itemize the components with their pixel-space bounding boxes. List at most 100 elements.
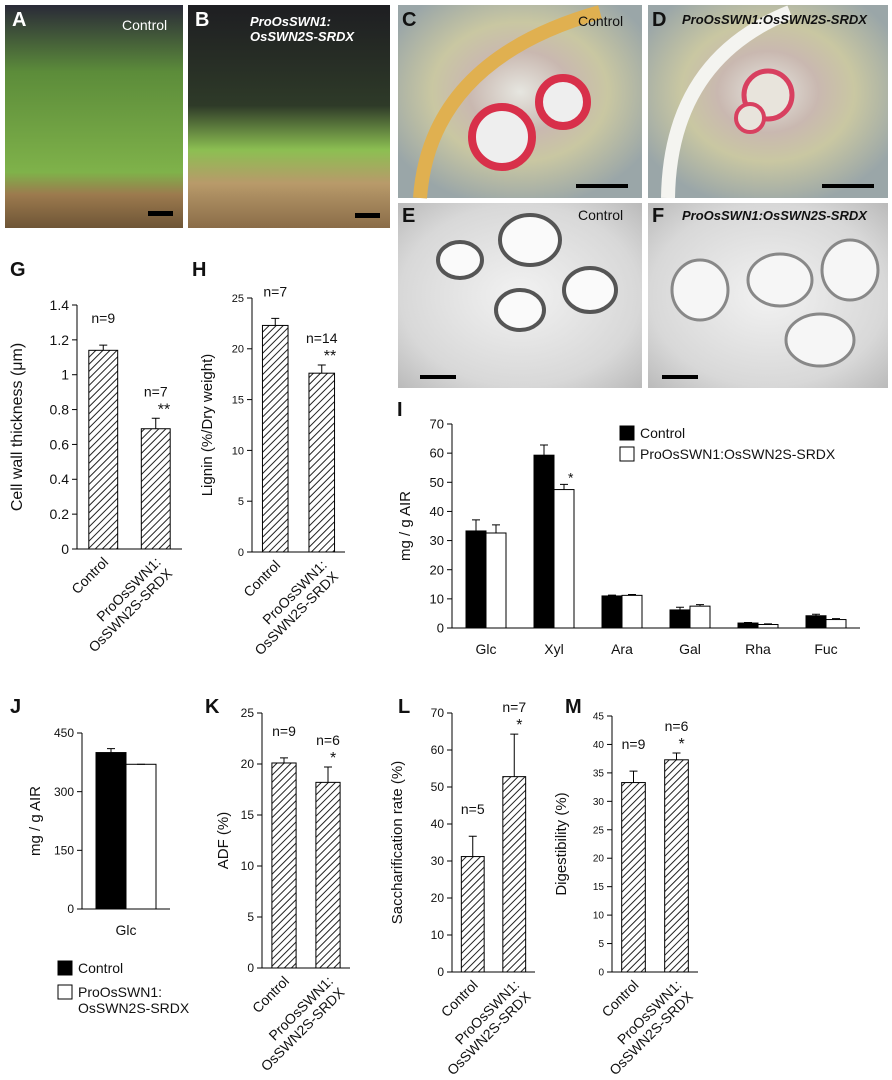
y-tick-label: 0 xyxy=(437,621,444,636)
error-bar xyxy=(317,364,326,374)
y-tick-label: 0 xyxy=(437,965,444,979)
significance-label: * xyxy=(679,736,685,753)
x-tick-label: Ara xyxy=(611,641,633,657)
error-bar xyxy=(324,766,332,783)
bar xyxy=(689,605,711,629)
error-bar xyxy=(832,618,840,620)
bar xyxy=(757,624,779,629)
y-tick-label: 150 xyxy=(54,844,74,858)
y-tick-label: 40 xyxy=(431,817,445,831)
error-bar xyxy=(629,770,638,783)
error-bar xyxy=(280,757,288,763)
y-axis-label: ADF (%) xyxy=(215,812,232,870)
bar xyxy=(825,619,847,629)
y-tick-label: 15 xyxy=(593,882,605,893)
error-bar xyxy=(764,623,772,625)
significance-label: * xyxy=(568,469,574,485)
y-tick-label: 10 xyxy=(232,445,244,457)
bar xyxy=(460,856,485,973)
x-tick-group: Control xyxy=(240,557,283,600)
chart-panel: L Saccharification rate (%) 0 10 20 30 40 50 60 7… xyxy=(389,696,535,1078)
n-label: n=14 xyxy=(306,330,338,346)
y-tick-label: 300 xyxy=(54,785,74,799)
panel-letter: D xyxy=(652,9,666,31)
significance-label: * xyxy=(330,750,336,767)
n-label: n=9 xyxy=(272,723,296,739)
x-tick-group: ProOsSWN1:OsSWN2S-SRDX xyxy=(432,976,534,1078)
bar xyxy=(95,752,127,910)
x-tick-label: Glc xyxy=(116,922,137,938)
y-tick-label: 25 xyxy=(241,706,255,720)
error-bar xyxy=(608,594,616,596)
bar xyxy=(140,428,171,550)
y-tick-label: 30 xyxy=(430,533,444,548)
error-bar xyxy=(271,317,280,326)
x-tick-label: Gal xyxy=(679,641,701,657)
photo-panel-e: E Control xyxy=(398,203,642,388)
photo-caption: Control xyxy=(122,17,167,33)
y-tick-label: 0 xyxy=(247,961,254,975)
x-tick-group: ProOsSWN1:OsSWN2S-SRDX xyxy=(258,973,348,1074)
error-bar xyxy=(676,606,684,610)
panel-letter: B xyxy=(195,9,209,31)
error-bar xyxy=(672,752,681,760)
bar xyxy=(621,782,646,973)
y-axis-label: mg / g AIR xyxy=(397,491,414,561)
n-label: n=7 xyxy=(144,383,168,399)
y-tick-label: 5 xyxy=(247,910,254,924)
y-tick-label: 70 xyxy=(431,706,445,720)
error-bar xyxy=(472,519,480,531)
bar xyxy=(485,532,507,629)
y-tick-label: 0.2 xyxy=(50,506,70,522)
y-tick-label: 15 xyxy=(232,394,244,406)
y-tick-label: 40 xyxy=(430,504,444,519)
y-tick-label: 0.4 xyxy=(50,471,70,487)
chart-panel: Jmg / g AIR 0 150 300 450 Glc Control ProOsSWN1… xyxy=(10,696,190,1016)
error-bar xyxy=(540,444,548,456)
panel-letter: G xyxy=(10,259,26,281)
x-tick-label: ProOsSWN1:OsSWN2S-SRDX xyxy=(432,976,534,1078)
bar xyxy=(553,489,575,629)
chart-panel: M Digestibility (%) 0 5 10 15 20 25 30 35 40 45 n=9 C… xyxy=(553,696,698,1078)
panel-letter: L xyxy=(398,696,410,718)
bar xyxy=(664,759,689,973)
panel-letter: H xyxy=(192,259,206,281)
legend-swatch xyxy=(619,446,635,462)
x-tick-label: Glc xyxy=(476,641,497,657)
x-tick-label: Control xyxy=(598,977,641,1020)
y-tick-label: 30 xyxy=(593,797,605,808)
y-tick-label: 25 xyxy=(232,293,244,305)
y-tick-label: 5 xyxy=(598,939,604,950)
y-tick-label: 20 xyxy=(232,344,244,356)
x-tick-label: Fuc xyxy=(814,641,837,657)
y-tick-label: 1.4 xyxy=(50,297,70,313)
y-tick-label: 0.6 xyxy=(50,436,70,452)
significance-label: ** xyxy=(158,401,170,418)
error-bar xyxy=(812,613,820,616)
photo-panel-c: C Control xyxy=(398,5,642,199)
panel-letter: M xyxy=(565,696,582,718)
panel-letter: A xyxy=(12,9,26,31)
x-tick-group: ProOsSWN1:OsSWN2S-SRDX xyxy=(251,557,341,658)
error-bar xyxy=(99,344,108,351)
x-tick-label: Control xyxy=(240,557,283,600)
y-tick-label: 25 xyxy=(593,825,605,836)
y-tick-label: 30 xyxy=(431,854,445,868)
panel-letter: I xyxy=(397,399,403,421)
y-axis-label: Lignin (%/Dry weight) xyxy=(199,354,216,497)
y-tick-label: 50 xyxy=(430,475,444,490)
photo-panel-a: A Control xyxy=(5,5,183,228)
y-tick-label: 0 xyxy=(61,541,69,557)
chart-panel: Img / g AIR 0 10 20 30 40 50 60 70 Glc Xyl * Ara Gal R… xyxy=(397,399,860,657)
y-tick-label: 60 xyxy=(430,446,444,461)
panel-letter: E xyxy=(402,205,415,227)
legend-swatch xyxy=(57,960,73,976)
y-tick-label: 0 xyxy=(238,547,244,559)
bar xyxy=(465,530,487,629)
n-label: n=7 xyxy=(502,699,526,715)
panel-letter: K xyxy=(205,696,220,718)
legend-label: ProOsSWN1:OsSWN2S-SRDX xyxy=(640,446,836,462)
bar xyxy=(502,776,527,973)
